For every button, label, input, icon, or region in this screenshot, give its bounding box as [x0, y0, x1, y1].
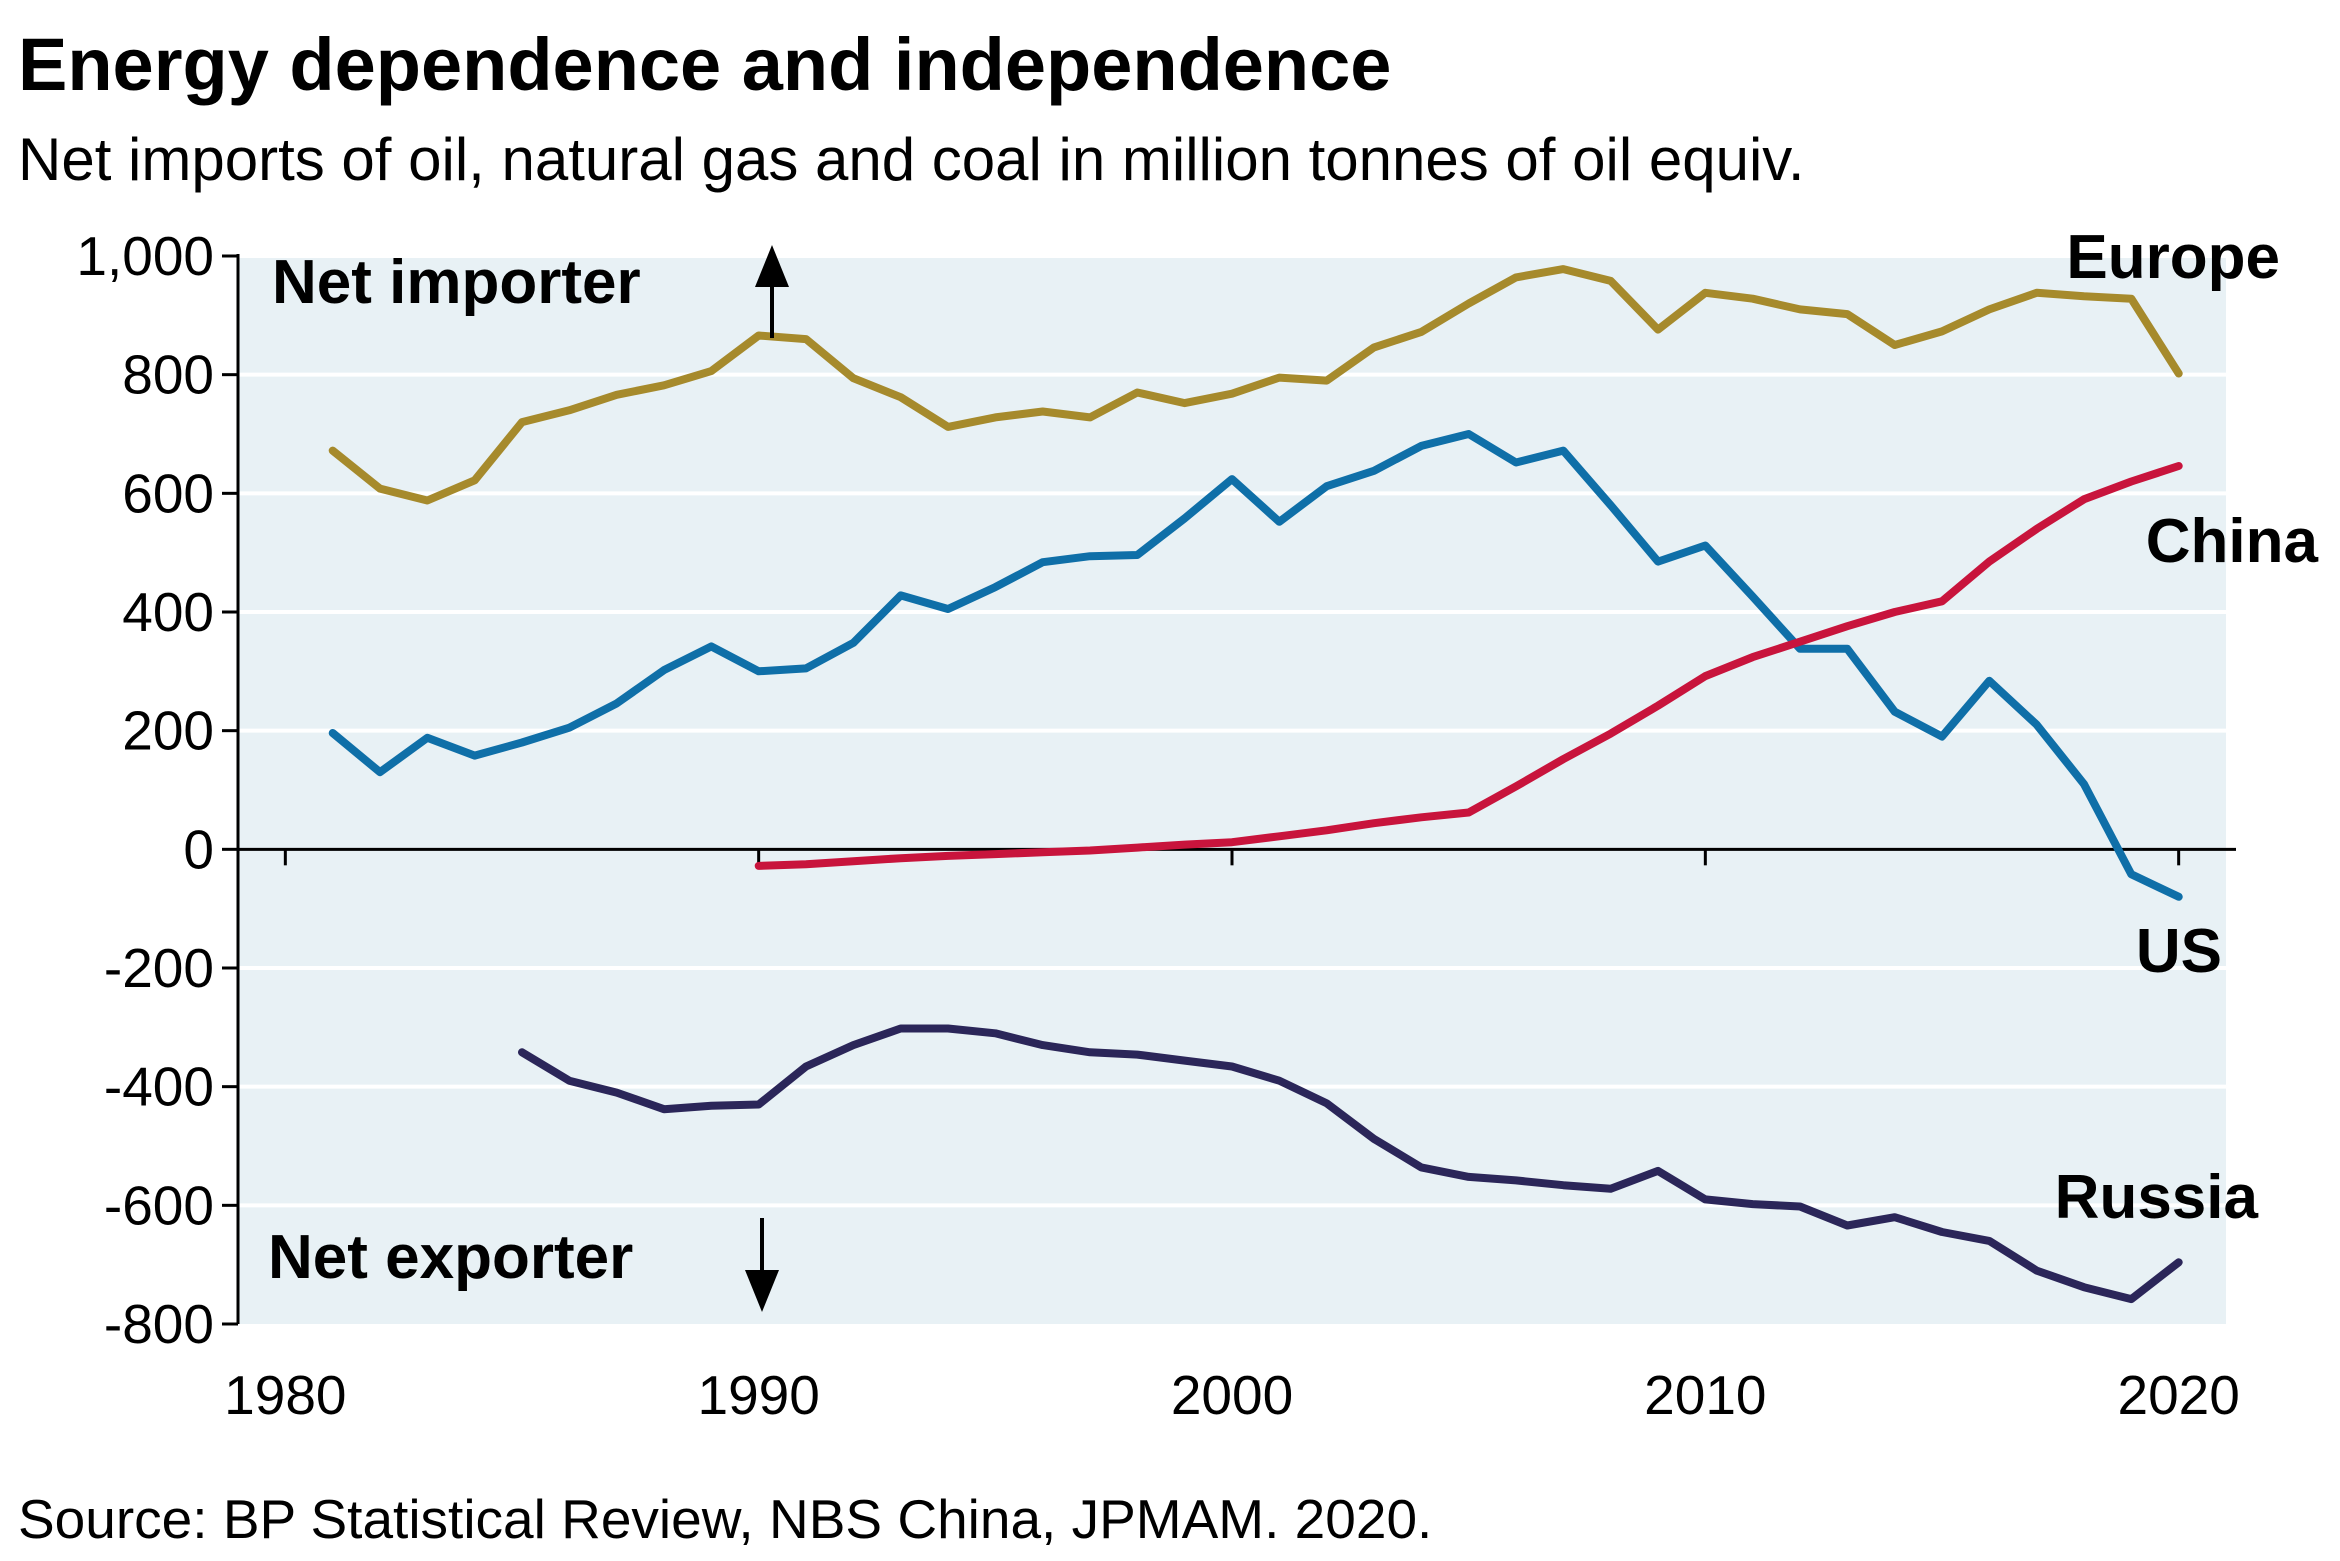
series-label-china: China	[2146, 507, 2319, 576]
gridlines	[238, 254, 2226, 1208]
down-arrow-icon	[745, 1218, 779, 1312]
chart-subtitle: Net imports of oil, natural gas and coal…	[18, 126, 1805, 193]
y-tick-label: 1,000	[76, 225, 214, 287]
y-tick-label: 400	[122, 581, 214, 643]
chart-title: Energy dependence and independence	[18, 23, 1391, 106]
x-tick-label: 2020	[2117, 1364, 2239, 1426]
axes	[222, 254, 2236, 1326]
series-labels: Europe US China Russia	[2055, 223, 2319, 1232]
series-label-europe: Europe	[2066, 223, 2280, 292]
y-tick-label: 600	[122, 462, 214, 524]
y-tick-label: 800	[122, 344, 214, 406]
series-line-russia	[518, 1024, 2183, 1304]
x-tick-label: 1990	[697, 1364, 819, 1426]
series-line-china	[754, 462, 2183, 870]
y-tick-label: -800	[104, 1293, 214, 1355]
x-tick-label: 2000	[1171, 1364, 1293, 1426]
y-tick-label: -400	[104, 1056, 214, 1118]
series-label-us: US	[2136, 917, 2222, 986]
plot-background-layer	[238, 256, 2226, 1324]
series-line-us	[328, 430, 2183, 901]
series-line-europe	[328, 265, 2183, 505]
y-tick-label: -200	[104, 937, 214, 999]
net-importer-annotation: Net importer	[272, 248, 641, 317]
y-tick-label: -600	[104, 1174, 214, 1236]
annotations: Net importer Net exporter	[268, 245, 789, 1312]
series-label-russia: Russia	[2055, 1163, 2259, 1232]
series-lines	[328, 265, 2183, 1304]
y-tick-label: 0	[183, 818, 214, 880]
plot-background	[238, 256, 2226, 1324]
x-tick-label: 1980	[224, 1364, 346, 1426]
chart-source: Source: BP Statistical Review, NBS China…	[18, 1488, 1432, 1550]
y-tick-label: 200	[122, 700, 214, 762]
x-tick-label: 2010	[1644, 1364, 1766, 1426]
net-exporter-annotation: Net exporter	[268, 1223, 633, 1292]
up-arrow-icon	[755, 245, 789, 338]
